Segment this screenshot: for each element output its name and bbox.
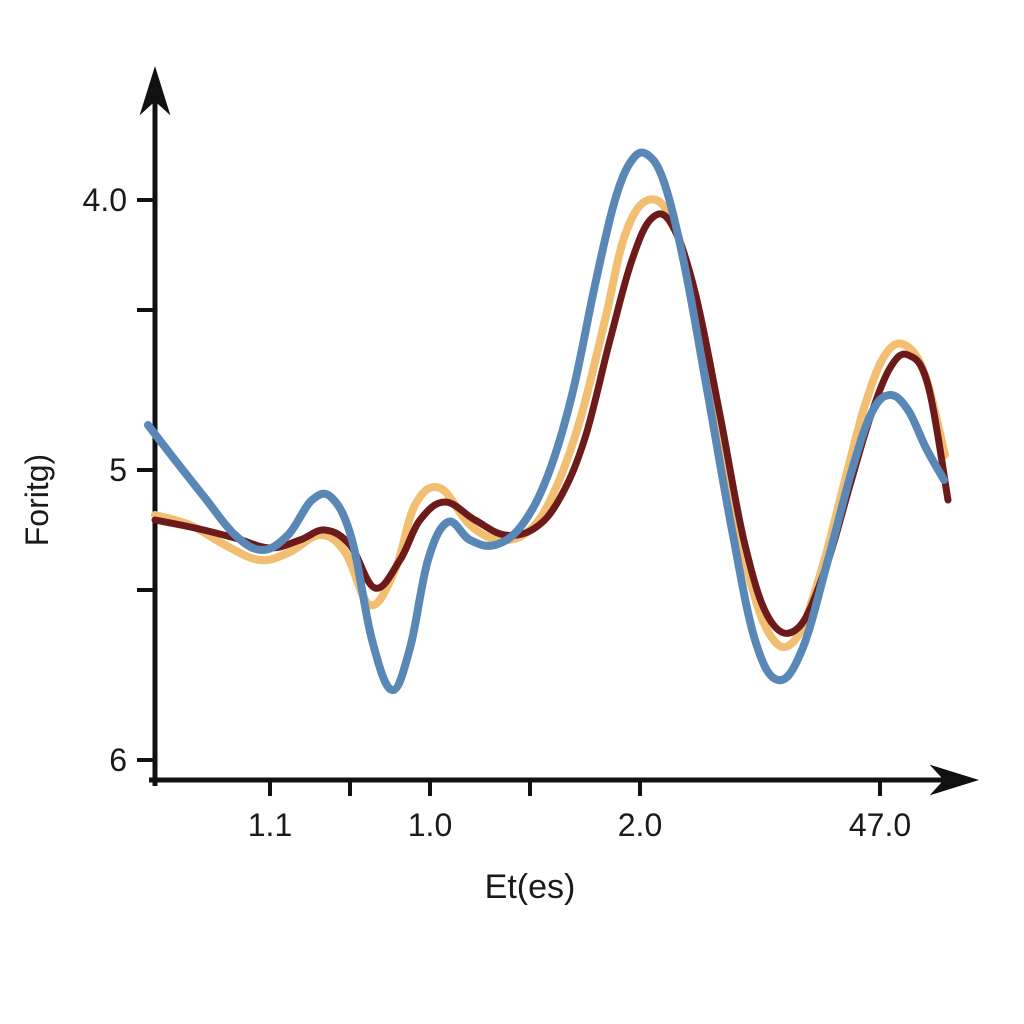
chart-container: 4.0 5 6 1.1 1.0 2.0 47.0 Foritg) Et(es) xyxy=(0,0,1024,1024)
x-tick-label: 1.1 xyxy=(248,807,292,843)
y-axis-title: Foritg) xyxy=(19,454,55,546)
y-tick-label: 5 xyxy=(109,452,127,488)
line-chart: 4.0 5 6 1.1 1.0 2.0 47.0 Foritg) Et(es) xyxy=(0,0,1024,1024)
y-tick-label: 4.0 xyxy=(83,182,127,218)
x-tick-label: 47.0 xyxy=(849,807,911,843)
x-tick-label: 1.0 xyxy=(408,807,452,843)
x-tick-label: 2.0 xyxy=(618,807,662,843)
x-axis-title: Et(es) xyxy=(485,868,576,906)
y-tick-label: 6 xyxy=(109,742,127,778)
